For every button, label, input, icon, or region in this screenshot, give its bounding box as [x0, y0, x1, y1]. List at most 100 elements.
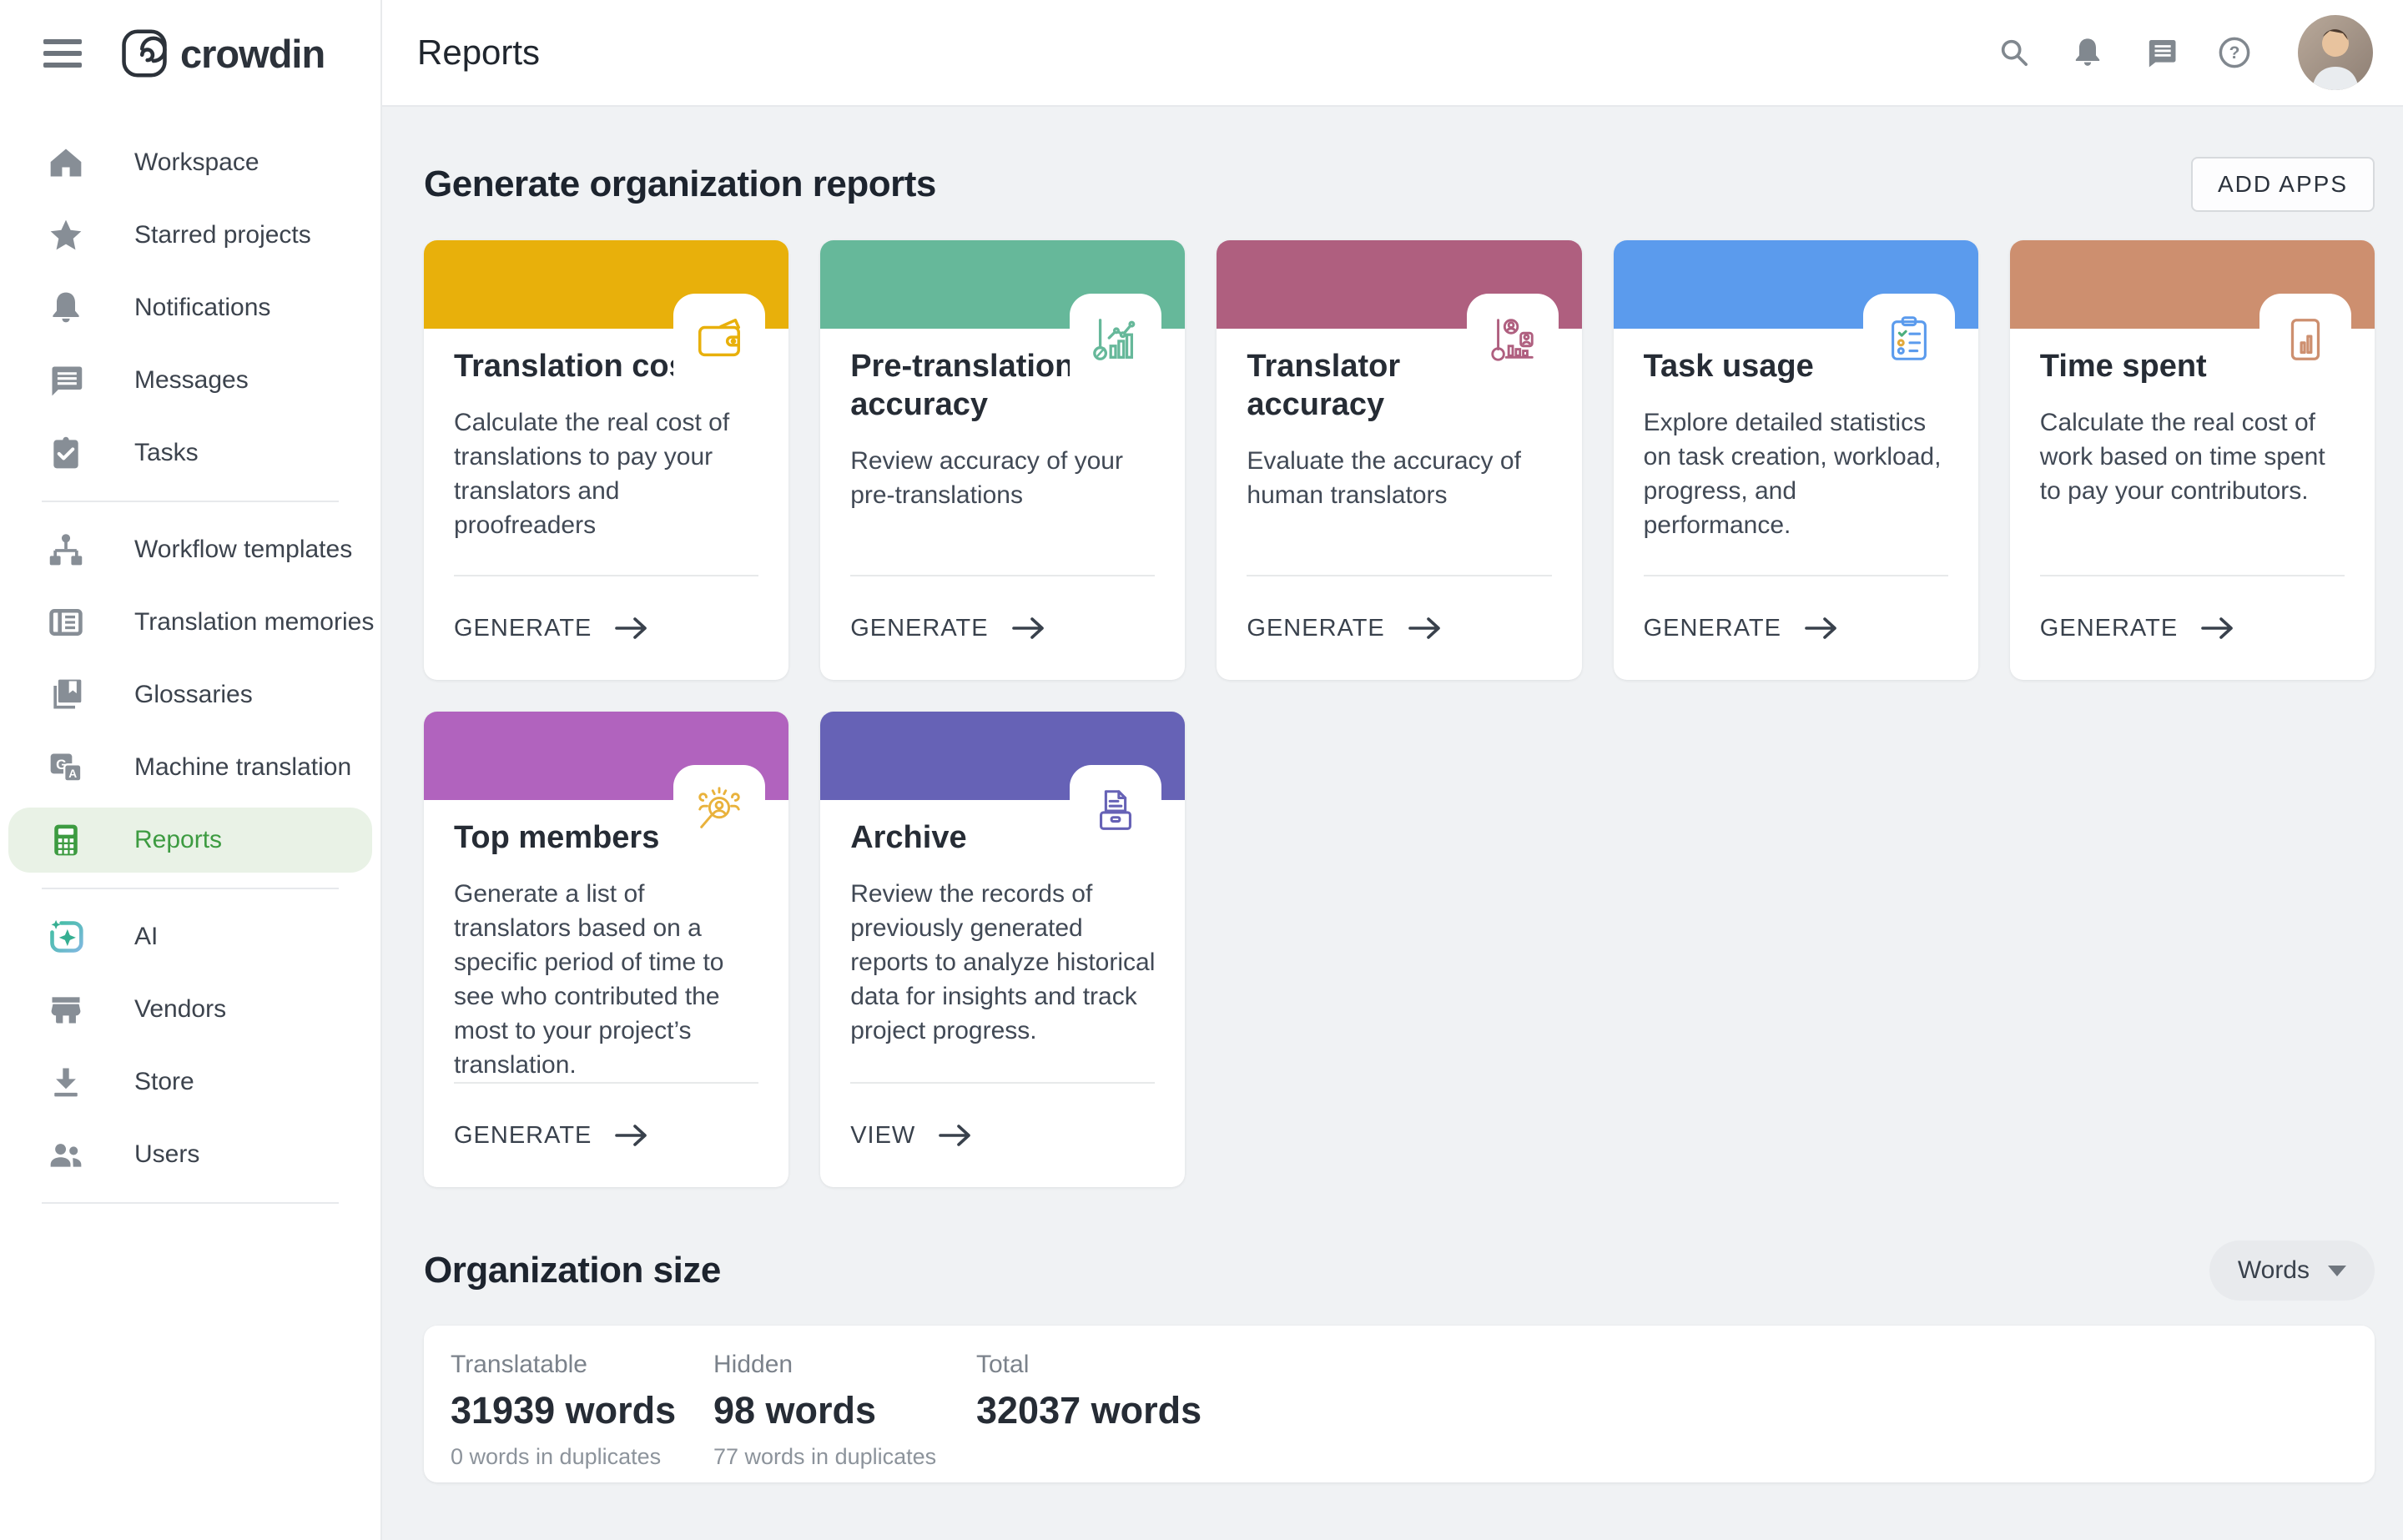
card-divider [2039, 575, 2345, 576]
view-button[interactable]: VIEW [850, 1084, 1155, 1187]
arrow-right-icon [939, 1125, 971, 1146]
report-card-translator-accuracy: Translator accuracy Evaluate the accurac… [1217, 240, 1582, 680]
report-card-pre-translation-accuracy: Pre-translation accuracy Review accuracy… [820, 240, 1186, 680]
dropdown-caret-icon [2328, 1265, 2346, 1276]
stat-label: Translatable [451, 1351, 587, 1378]
messages-icon[interactable] [2141, 33, 2181, 73]
sidebar-item-workspace[interactable]: Workspace [8, 130, 372, 195]
sidebar-item-label: Vendors [134, 995, 227, 1023]
sidebar-item-label: Notifications [134, 294, 271, 321]
sidebar-nav: Workspace Starred projects Notifications… [0, 107, 380, 1219]
stat-total: Total 32037 words [976, 1351, 1239, 1482]
action-label: GENERATE [454, 1121, 592, 1149]
generate-button[interactable]: GENERATE [1644, 576, 1948, 680]
sidebar-item-messages[interactable]: Messages [8, 348, 372, 413]
accuracy-chart-icon [1070, 294, 1162, 394]
help-icon[interactable]: ? [2214, 33, 2254, 73]
stat-label: Hidden [713, 1351, 793, 1378]
card-title: Time spent [2039, 349, 2207, 384]
stat-translatable: Translatable 31939 words 0 words in dupl… [451, 1351, 713, 1482]
report-card-top-members: Top members Generate a list of translato… [424, 712, 789, 1187]
stat-hidden: Hidden 98 words 77 words in duplicates [713, 1351, 976, 1482]
sidebar-divider [42, 501, 339, 502]
machine-translation-icon: GA [50, 753, 83, 783]
card-description: Calculate the real cost of translations … [454, 409, 730, 539]
card-body: Translator accuracy Evaluate the accurac… [1217, 329, 1581, 680]
sidebar-item-glossaries[interactable]: Glossaries [8, 662, 372, 727]
stat-note [976, 1444, 1239, 1467]
home-icon [50, 148, 82, 177]
card-body: Top members Generate a list of translato… [424, 800, 788, 1187]
card-description: Generate a list of translators based on … [454, 880, 724, 1079]
card-divider [1247, 575, 1552, 576]
arrow-right-icon [615, 617, 647, 639]
card-header [2009, 240, 2375, 394]
card-divider [850, 575, 1156, 576]
wallet-icon [673, 294, 766, 394]
crowdin-logo-icon[interactable] [120, 27, 169, 80]
notifications-icon[interactable] [2068, 33, 2108, 73]
logo-row: crowdin [0, 0, 380, 107]
add-apps-button[interactable]: ADD APPS [2190, 157, 2375, 212]
action-label: GENERATE [454, 614, 592, 642]
sidebar-item-notifications[interactable]: Notifications [8, 275, 372, 340]
sidebar-item-label: AI [134, 923, 159, 950]
card-divider [454, 575, 759, 576]
workflow-icon [49, 534, 83, 566]
reports-section-head: Generate organization reports ADD APPS [424, 157, 2375, 212]
sidebar-item-vendors[interactable]: Vendors [8, 977, 372, 1042]
crowdin-wordmark[interactable]: crowdin [180, 31, 325, 76]
generate-button[interactable]: GENERATE [454, 1084, 758, 1187]
sidebar-item-store[interactable]: Store [8, 1049, 372, 1115]
card-footer: VIEW [850, 1082, 1156, 1187]
sidebar-item-translation-memories[interactable]: Translation memories [8, 590, 375, 655]
card-divider [850, 1082, 1156, 1084]
star-icon [50, 219, 82, 250]
sidebar-item-ai[interactable]: AI [8, 904, 372, 969]
card-description: Evaluate the accuracy of human translato… [1247, 447, 1521, 509]
sidebar-item-label: Users [134, 1140, 200, 1168]
member-search-icon [673, 765, 766, 865]
sidebar-item-reports[interactable]: Reports [8, 808, 372, 873]
generate-button[interactable]: GENERATE [1247, 576, 1551, 680]
sidebar-item-starred-projects[interactable]: Starred projects [8, 203, 372, 268]
svg-text:A: A [68, 767, 77, 780]
card-body: Time spent Calculate the real cost of wo… [2010, 329, 2375, 680]
sidebar-item-label: Starred projects [134, 221, 311, 249]
card-footer: GENERATE [1247, 575, 1552, 680]
sidebar-item-label: Translation memories [134, 608, 375, 636]
sidebar-divider [42, 888, 339, 889]
sidebar-item-tasks[interactable]: Tasks [8, 420, 372, 486]
reports-icon [54, 824, 78, 856]
unit-selector-dropdown[interactable]: Words [2209, 1241, 2375, 1301]
ai-sparkle-icon [50, 919, 83, 953]
action-label: GENERATE [2039, 614, 2179, 642]
content: Generate organization reports ADD APPS T… [382, 107, 2403, 1540]
card-body: Translation cost Calculate the real cost… [424, 329, 788, 680]
search-icon[interactable] [1994, 33, 2034, 73]
card-header [820, 712, 1186, 865]
reports-section-title: Generate organization reports [424, 164, 936, 204]
card-divider [1643, 575, 1948, 576]
org-size-section-head: Organization size Words [424, 1241, 2375, 1301]
card-title: Pre-translation accuracy [850, 349, 1075, 422]
stat-value: 31939 words [451, 1389, 677, 1432]
time-report-icon [2259, 294, 2351, 394]
generate-button[interactable]: GENERATE [2040, 576, 2345, 680]
archive-icon [1070, 765, 1162, 865]
generate-button[interactable]: GENERATE [454, 576, 758, 680]
arrow-right-icon [615, 1125, 647, 1146]
card-footer: GENERATE [454, 1082, 759, 1187]
card-title: Archive [850, 820, 967, 855]
generate-button[interactable]: GENERATE [850, 576, 1155, 680]
sidebar-item-workflow-templates[interactable]: Workflow templates [8, 517, 372, 582]
card-header [1217, 240, 1582, 394]
hamburger-menu-icon[interactable] [43, 34, 82, 73]
report-card-translation-cost: Translation cost Calculate the real cost… [424, 240, 789, 680]
sidebar-item-users[interactable]: Users [8, 1122, 372, 1187]
card-title: Translator accuracy [1247, 349, 1401, 422]
user-avatar[interactable] [2298, 15, 2373, 90]
users-icon [50, 1144, 82, 1167]
card-body: Pre-translation accuracy Review accuracy… [820, 329, 1185, 680]
